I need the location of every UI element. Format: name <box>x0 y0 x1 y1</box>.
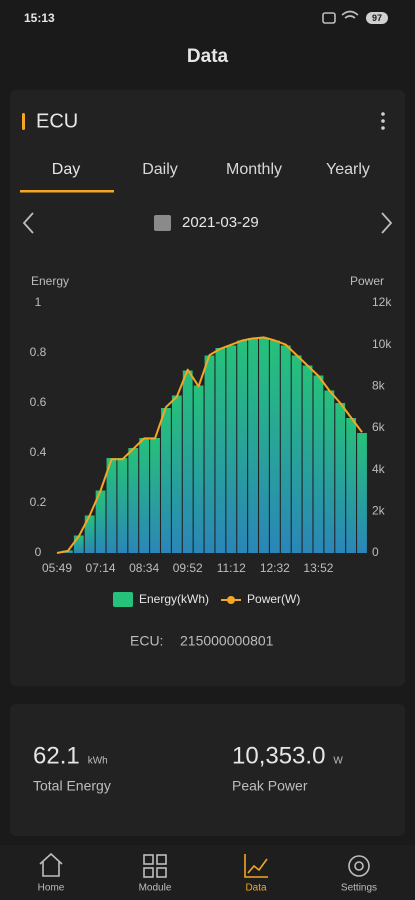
energy-bar <box>95 490 106 553</box>
tab-indicator <box>20 190 114 193</box>
nav-label[interactable]: Settings <box>341 883 377 894</box>
energy-bar <box>182 370 193 553</box>
energy-bar <box>193 385 204 553</box>
energy-bar <box>302 365 313 553</box>
y2-tick-label: 10k <box>372 337 392 351</box>
energy-bar <box>161 408 171 553</box>
y2-tick-label: 12k <box>372 295 392 309</box>
y2-tick-label: 0 <box>372 545 379 559</box>
date[interactable]: 2021-03-29 <box>182 214 259 231</box>
tabs: Day Daily Monthly Yearly <box>52 161 370 178</box>
y-tick-label: 0.6 <box>30 395 47 409</box>
calendar-icon[interactable] <box>154 215 171 231</box>
next-button[interactable] <box>381 212 393 234</box>
tab[interactable]: Monthly <box>226 161 282 178</box>
prev-button[interactable] <box>22 212 34 234</box>
tab[interactable]: Yearly <box>326 161 370 178</box>
energy-bar <box>215 348 226 553</box>
tab[interactable]: Day <box>52 161 80 178</box>
energy-bar <box>204 355 215 553</box>
y-axis-title: Energy <box>31 274 69 288</box>
nav-label[interactable]: Module <box>139 883 172 894</box>
energy-bar <box>346 418 357 553</box>
y-tick-label: 0.2 <box>30 495 47 509</box>
y-tick-label: 0 <box>35 545 42 559</box>
energy-bar <box>84 515 95 553</box>
energy-bar <box>226 345 237 553</box>
legend-label: Energy(kWh) <box>139 592 209 606</box>
legend-swatch <box>227 596 236 604</box>
nav-bar <box>0 845 415 900</box>
energy-bar <box>128 448 139 553</box>
y-tick-label: 0.8 <box>30 345 47 359</box>
y2-tick-label: 8k <box>372 379 386 393</box>
energy-bar <box>237 340 248 553</box>
tab[interactable]: Daily <box>142 161 178 178</box>
energy-bar <box>335 403 346 553</box>
energy-bar <box>280 345 291 553</box>
x-tick-label: 07:14 <box>86 561 116 575</box>
y-tick-label: 1 <box>35 295 42 309</box>
wifi-icon <box>341 10 359 19</box>
energy-bar <box>117 458 128 553</box>
x-tick-label: 12:32 <box>260 561 290 575</box>
energy-bar <box>171 395 182 553</box>
ecu-id: 215000000801 <box>180 633 274 649</box>
stat-label: Peak Power <box>232 778 308 794</box>
energy-bar <box>73 535 84 553</box>
y2-axis-title: Power <box>350 274 384 288</box>
energy-bar <box>291 355 302 553</box>
stat-value: 10,353.0 <box>232 742 325 769</box>
x-tick-label: 11:12 <box>217 561 246 575</box>
battery-level: 97 <box>372 13 382 23</box>
legend-swatch <box>113 592 133 607</box>
energy-bar <box>357 433 367 553</box>
summary-card <box>10 704 405 836</box>
energy-bar <box>313 375 324 553</box>
x-tick-label: 09:52 <box>173 561 203 575</box>
stat-unit: W <box>333 756 343 767</box>
x-tick-label: 08:34 <box>129 561 159 575</box>
module-icon[interactable] <box>143 854 167 878</box>
energy-bar <box>259 338 269 553</box>
ecu-label: ECU: <box>130 633 163 649</box>
x-tick-label: 13:52 <box>303 561 333 575</box>
y2-tick-label: 2k <box>372 504 386 518</box>
stat-unit: kWh <box>88 756 108 767</box>
energy-bar <box>269 340 280 553</box>
status-icon <box>322 12 336 24</box>
home-icon[interactable] <box>39 852 63 877</box>
y2-tick-label: 4k <box>372 462 386 476</box>
status-time: 15:13 <box>24 11 55 25</box>
menu-button[interactable] <box>381 112 385 130</box>
settings-icon[interactable] <box>348 855 370 877</box>
battery-icon <box>366 12 388 24</box>
data-icon[interactable] <box>244 854 268 878</box>
nav-labels: Home Module Data Settings <box>38 883 377 894</box>
nav-label[interactable]: Home <box>38 883 65 894</box>
title-accent <box>22 113 25 130</box>
stat-label: Total Energy <box>33 778 111 794</box>
chart: Energy Power 0 0.2 0.4 0.6 0.8 1 0 2k 4k 6k 8k 10k 12k… <box>30 274 392 607</box>
power-line <box>56 336 363 554</box>
summary: 62.1 kWh Total Energy 10,353.0 W Peak Power <box>33 742 343 793</box>
y2-tick-label: 6k <box>372 420 386 434</box>
stat-value: 62.1 <box>33 742 80 769</box>
energy-bar <box>248 338 258 553</box>
page-title: Data <box>187 46 229 67</box>
y-tick-label: 0.4 <box>30 445 47 459</box>
energy-bar <box>150 438 160 553</box>
nav-label[interactable]: Data <box>245 883 267 894</box>
energy-bar <box>106 458 117 553</box>
legend-label: Power(W) <box>247 592 300 606</box>
card-title: ECU <box>36 110 78 132</box>
x-tick-label: 05:49 <box>42 561 72 575</box>
energy-bar <box>139 438 150 553</box>
energy-bar <box>324 390 335 553</box>
